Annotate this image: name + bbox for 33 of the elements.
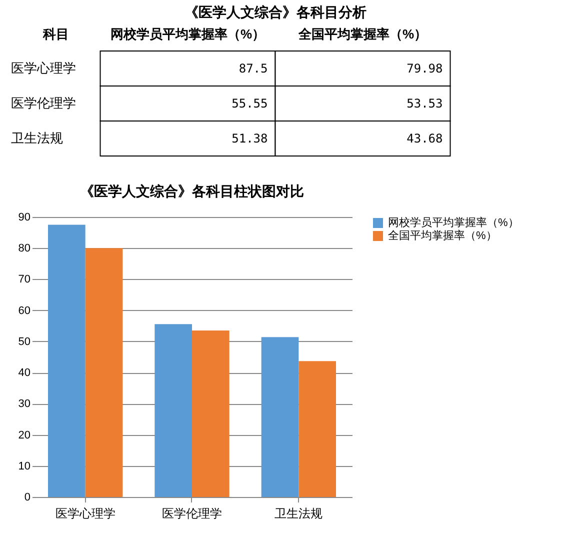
- y-tick-label: 30: [18, 398, 30, 410]
- data-label: 55.55: [232, 96, 268, 110]
- y-tick-label: 卫生法规: [10, 130, 63, 146]
- bar: [261, 337, 299, 497]
- y-tick-label: 50: [18, 336, 30, 348]
- y-tick-label: 20: [18, 429, 30, 442]
- x-tick-label: 卫生法规: [274, 506, 323, 520]
- y-tick-label: 70: [18, 274, 30, 286]
- y-tick-label: 医学伦理学: [10, 96, 76, 110]
- data-label: 79.98: [406, 62, 443, 76]
- bar: [85, 248, 123, 497]
- x-tick-label: 医学心理学: [55, 506, 116, 520]
- y-tick-label: 0: [24, 492, 30, 504]
- y-tick-label: 医学心理学: [10, 60, 76, 76]
- chart-title: 《医学人文综合》各科目分析: [184, 4, 366, 20]
- y-tick-label: 90: [18, 212, 30, 224]
- y-axis-title: 科目: [42, 26, 69, 42]
- y-tick-label: 60: [18, 304, 30, 317]
- y-tick-label: 80: [18, 242, 30, 255]
- data-label: 51.38: [232, 132, 268, 146]
- chart-title: 《医学人文综合》各科目柱状图对比: [80, 183, 304, 199]
- y-tick-label: 40: [18, 367, 30, 380]
- data-label: 53.53: [406, 96, 443, 110]
- x-tick-label: 医学伦理学: [162, 506, 222, 520]
- bar: [48, 224, 86, 497]
- data-label: 43.68: [406, 132, 443, 146]
- bar: [298, 361, 336, 497]
- y-tick-label: 10: [18, 460, 30, 472]
- legend-label: 网校学员平均掌握率（%）: [388, 216, 519, 229]
- bar: [192, 330, 230, 497]
- legend-label: 全国平均掌握率（%）: [388, 229, 497, 242]
- data-label: 87.5: [238, 62, 268, 76]
- bar: [154, 324, 192, 497]
